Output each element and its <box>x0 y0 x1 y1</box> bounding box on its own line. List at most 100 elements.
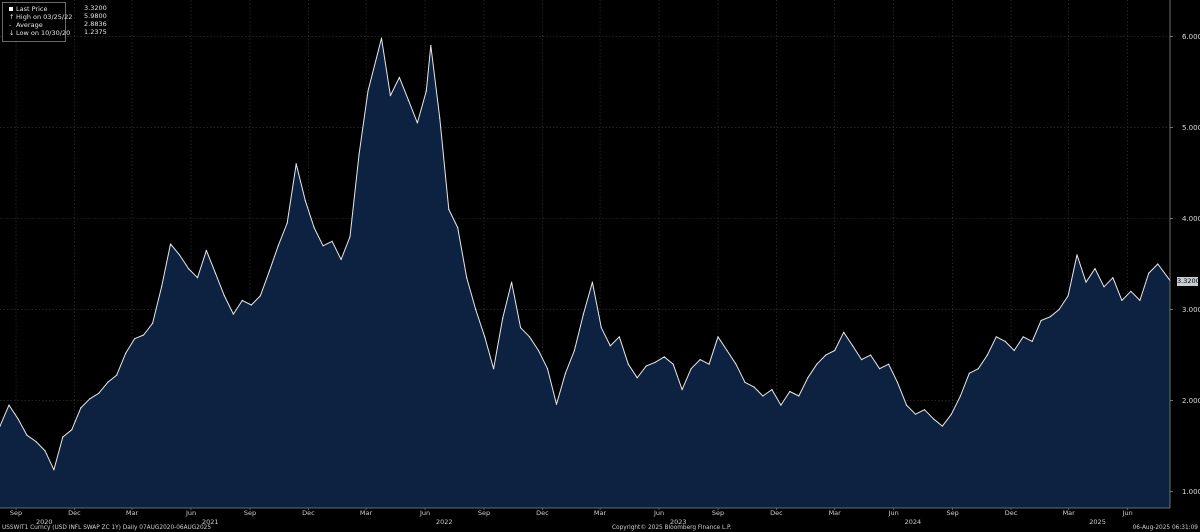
data-point <box>798 395 800 397</box>
data-point <box>771 389 773 391</box>
year-label: 2021 <box>202 518 219 526</box>
data-point <box>834 349 836 352</box>
data-point <box>268 270 270 272</box>
data-point <box>1157 263 1159 265</box>
data-point <box>546 368 549 370</box>
data-point <box>178 254 181 256</box>
data-point <box>861 359 863 361</box>
data-point <box>8 404 10 406</box>
data-point <box>331 240 333 242</box>
data-point <box>879 368 881 370</box>
data-point <box>1076 254 1078 256</box>
data-point <box>295 163 297 165</box>
data-point <box>286 222 288 224</box>
year-label: 2022 <box>436 518 453 526</box>
data-point <box>107 381 109 383</box>
legend-label: Last Price <box>16 5 48 13</box>
legend: Last Price ↑ High on 03/25/22 - Average ↓ L… <box>2 2 72 42</box>
data-point <box>582 313 585 315</box>
footer-timestamp: 06-Aug-2025 06:31:09 <box>1132 525 1198 531</box>
data-point <box>502 318 504 320</box>
data-point <box>1049 316 1051 318</box>
data-point <box>1121 299 1123 301</box>
data-point <box>367 90 369 92</box>
data-point <box>223 295 225 297</box>
data-point <box>672 363 674 365</box>
data-point <box>528 336 531 338</box>
data-point <box>735 363 737 365</box>
data-point <box>241 299 243 301</box>
data-point <box>573 349 576 352</box>
y-tick-label: 4.0000 <box>1182 215 1200 223</box>
data-point <box>259 295 261 297</box>
data-point <box>380 37 383 39</box>
data-point <box>1004 340 1006 342</box>
data-point <box>80 407 82 409</box>
data-point <box>699 359 701 361</box>
data-point <box>591 281 594 283</box>
legend-value-low: 1.2375 <box>84 28 107 36</box>
data-point <box>53 469 55 471</box>
data-point <box>681 389 683 391</box>
y-tick-label: 3.0000 <box>1182 306 1200 314</box>
square-icon <box>9 7 13 11</box>
x-tick-label: Jun <box>888 509 899 517</box>
data-point <box>1103 286 1105 288</box>
year-label: 2023 <box>670 518 687 526</box>
data-point <box>780 404 782 406</box>
data-point <box>654 361 656 363</box>
year-label: 2025 <box>1089 518 1106 526</box>
data-point <box>62 436 64 438</box>
data-point <box>1067 295 1069 297</box>
y-tick-label: 5.0000 <box>1182 124 1200 132</box>
data-point <box>169 243 172 245</box>
data-point <box>905 404 908 406</box>
data-point <box>690 368 692 370</box>
x-tick-label: Sep <box>712 509 724 517</box>
data-point <box>250 304 252 306</box>
data-point <box>1040 319 1042 322</box>
data-point <box>717 336 719 338</box>
data-point <box>762 395 764 397</box>
legend-item-high: ↑ High on 03/25/22 <box>9 13 72 21</box>
data-point <box>941 425 944 427</box>
data-point <box>959 395 962 397</box>
data-point <box>511 281 513 283</box>
x-tick-label: Dec <box>536 509 549 517</box>
data-point <box>726 349 728 352</box>
data-point <box>537 349 540 352</box>
data-point <box>789 390 791 393</box>
data-point <box>914 413 917 415</box>
data-point <box>430 44 432 47</box>
x-tick-label: Jun <box>653 509 664 517</box>
footer: USSWIT1 Curncy (USD INFL SWAP ZC 1Y) Dai… <box>0 524 1200 532</box>
data-point <box>520 327 522 329</box>
data-point <box>493 368 495 370</box>
data-point <box>205 249 207 251</box>
y-tick-label: 1.0000 <box>1182 488 1200 496</box>
data-point <box>17 418 19 420</box>
legend-item-low: ↓ Low on 10/30/20 <box>9 29 70 37</box>
data-point <box>116 374 118 376</box>
footer-security: USSWIT1 Curncy (USD INFL SWAP ZC 1Y) Dai… <box>2 525 212 531</box>
last-price-tag: 3.3200 <box>1177 277 1200 286</box>
legend-value-average: 2.8836 <box>84 20 107 28</box>
data-point <box>358 154 360 156</box>
x-tick-label: Jun <box>1122 509 1133 517</box>
data-point <box>407 99 409 101</box>
x-tick-label: Sep <box>947 509 959 517</box>
data-point <box>425 90 427 92</box>
data-point <box>134 338 136 340</box>
data-point <box>843 331 845 333</box>
data-point <box>313 227 315 229</box>
data-point <box>35 440 37 443</box>
legend-label: Low on 10/30/20 <box>16 29 71 37</box>
down-arrow-icon: ↓ <box>9 29 15 37</box>
legend-value-high: 5.9800 <box>84 12 107 20</box>
year-label: 2020 <box>36 518 53 526</box>
y-tick-label: 6.0000 <box>1182 33 1200 41</box>
up-arrow-icon: ↑ <box>9 13 15 21</box>
series-area <box>0 38 1170 508</box>
data-point <box>457 227 459 229</box>
